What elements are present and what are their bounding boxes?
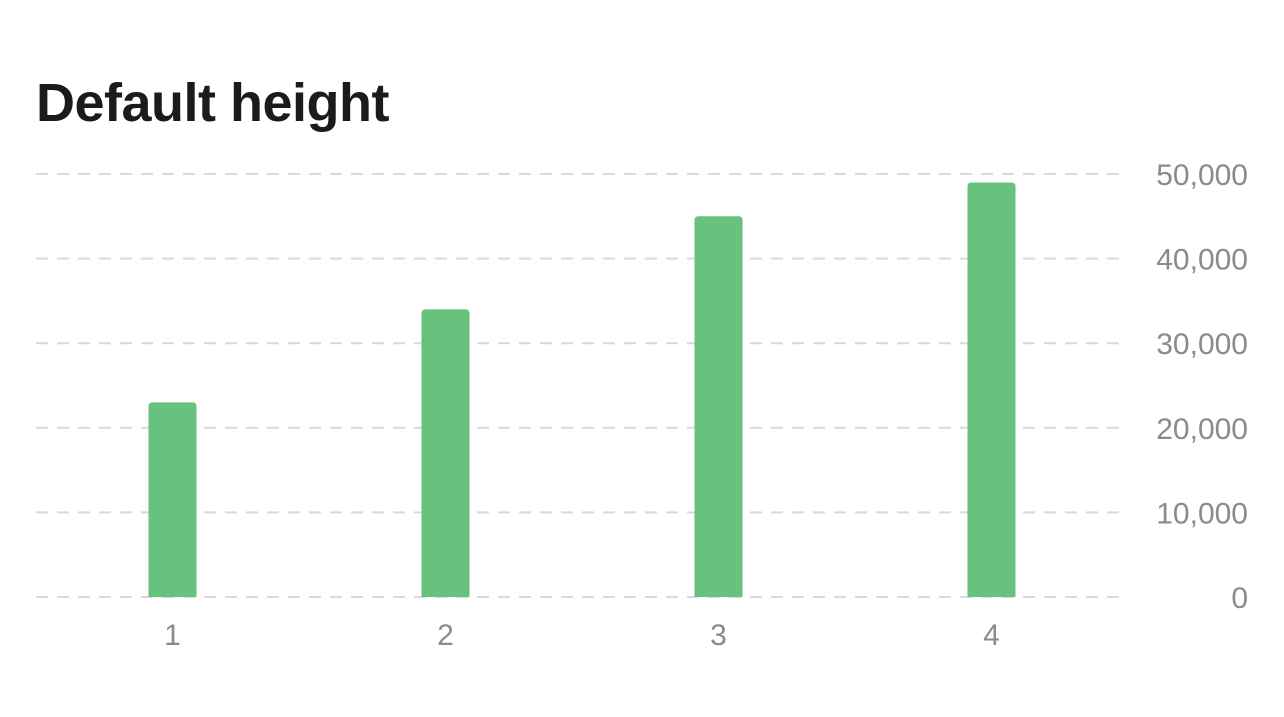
bar [967,182,1016,597]
y-tick-label: 30,000 [1156,328,1248,361]
y-tick-label: 40,000 [1156,244,1248,277]
x-tick-label: 2 [437,619,454,652]
y-tick-label: 0 [1231,582,1248,615]
x-tick-label: 1 [164,619,181,652]
x-axis-labels: 1 2 3 4 [164,619,1000,652]
grid-lines [36,173,1128,598]
chart-title: Default height [36,73,390,133]
x-tick-label: 4 [983,619,1000,652]
y-tick-label: 10,000 [1156,497,1248,530]
x-tick-label: 3 [710,619,727,652]
bar [148,402,197,597]
y-tick-label: 50,000 [1156,159,1248,192]
y-axis-labels: 0 10,000 20,000 30,000 40,000 50,000 [1156,159,1248,615]
bar [694,216,743,598]
bar [421,309,470,597]
y-tick-label: 20,000 [1156,413,1248,446]
bar-series [148,182,1016,598]
